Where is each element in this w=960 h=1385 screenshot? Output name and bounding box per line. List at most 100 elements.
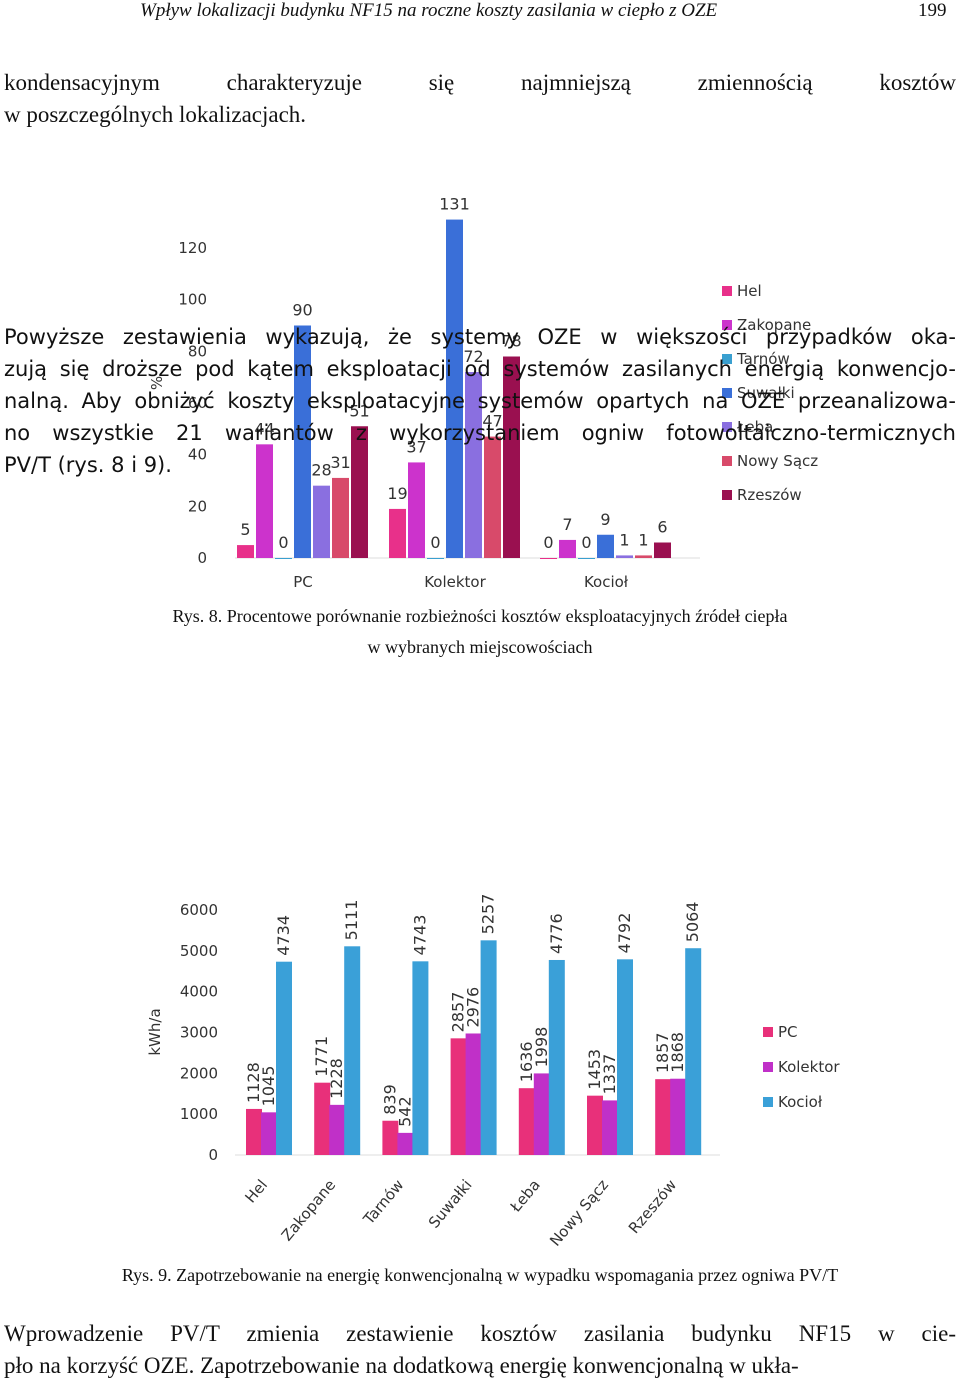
data-label: 9 <box>600 510 610 529</box>
data-label: 2976 <box>464 987 483 1028</box>
data-label: 72 <box>463 347 483 366</box>
data-label: 47 <box>482 412 502 431</box>
legend-swatch <box>722 388 732 398</box>
paragraph: zują się droższe pod kątem eksploatacji … <box>4 357 956 381</box>
legend-swatch <box>763 1062 773 1072</box>
legend-label: Hel <box>737 282 762 300</box>
y-tick-label: 6000 <box>180 901 218 919</box>
bar <box>344 946 361 1155</box>
y-tick-label: 5000 <box>180 942 218 960</box>
data-label: 1998 <box>532 1027 551 1068</box>
bar <box>465 372 482 558</box>
paragraph: Wprowadzenie PV/T zmienia zestawienie ko… <box>4 1321 956 1346</box>
bar <box>446 219 463 559</box>
x-tick-label: Tarnów <box>359 1176 407 1229</box>
y-tick-label: 3000 <box>180 1024 218 1042</box>
data-label: 1045 <box>259 1066 278 1107</box>
legend-label: Łeba <box>736 418 773 436</box>
bar <box>559 539 576 558</box>
data-label: 5064 <box>683 902 702 943</box>
data-label: 1868 <box>668 1032 687 1073</box>
y-axis-label: kWh/a <box>146 1008 164 1055</box>
bar <box>351 426 368 558</box>
x-tick-label: Kocioł <box>584 573 629 591</box>
data-label: 7 <box>562 515 572 534</box>
x-tick-label: PC <box>293 573 313 591</box>
data-label: 0 <box>581 533 591 552</box>
bar <box>655 1079 672 1155</box>
legend-label: PC <box>778 1023 798 1041</box>
bar <box>597 534 614 558</box>
data-label: 2857 <box>449 992 468 1033</box>
bar <box>450 1038 467 1155</box>
data-label: 1 <box>638 530 648 549</box>
paragraph: pło na korzyść OZE. Zapotrzebowanie na d… <box>4 1353 799 1378</box>
paragraph: kondensacyjnym charakteryzuje się najmni… <box>4 70 956 95</box>
legend-swatch <box>763 1097 773 1107</box>
data-label: 5257 <box>479 894 498 935</box>
bar <box>540 558 557 559</box>
data-label: 31 <box>330 453 350 472</box>
data-label: 542 <box>395 1096 414 1127</box>
bar <box>427 558 444 559</box>
legend-label: Nowy Sącz <box>737 452 818 470</box>
paragraph: Powyższe zestawienia wykazują, że system… <box>4 325 956 349</box>
data-label: 1 <box>619 530 629 549</box>
y-tick-label: 0 <box>208 1146 218 1164</box>
paragraph: no wszystkie 21 wariantów z wykorzystani… <box>4 421 956 445</box>
data-label: 1636 <box>517 1041 536 1082</box>
bar <box>294 325 311 558</box>
bar <box>261 1112 277 1155</box>
y-tick-label: 4000 <box>180 983 218 1001</box>
bar <box>654 542 671 558</box>
figure-caption: Rys. 8. Procentowe porównanie rozbieżnoś… <box>172 606 788 626</box>
bar <box>256 444 273 558</box>
x-tick-label: Kolektor <box>424 573 486 591</box>
bar <box>412 961 429 1155</box>
legend-swatch <box>722 490 732 500</box>
y-tick-label: 120 <box>178 239 207 257</box>
data-label: 0 <box>278 533 288 552</box>
data-label: 4792 <box>615 913 634 954</box>
y-tick-label: 0 <box>197 549 207 567</box>
data-label: 0 <box>543 533 553 552</box>
data-label: 1857 <box>653 1032 672 1073</box>
bar <box>616 555 633 558</box>
page-number: 199 <box>918 0 947 21</box>
y-tick-label: 20 <box>188 497 207 515</box>
bar <box>518 1088 535 1155</box>
bar <box>480 940 497 1155</box>
legend-swatch <box>722 320 732 330</box>
bar <box>246 1108 262 1155</box>
data-label: 44 <box>254 419 274 438</box>
legend-label: Suwałki <box>737 384 795 402</box>
legend-label: Zakopane <box>737 316 811 334</box>
bar <box>314 1082 331 1155</box>
bar <box>465 1033 482 1155</box>
data-label: 4776 <box>547 913 566 954</box>
paragraph: w poszczególnych lokalizacjach. <box>4 102 307 127</box>
data-label: 5111 <box>342 900 361 941</box>
bar <box>484 436 501 558</box>
legend-swatch <box>722 456 732 466</box>
data-label: 1228 <box>327 1058 346 1099</box>
legend-label: Kocioł <box>778 1093 823 1111</box>
bar <box>329 1104 346 1155</box>
bar <box>548 959 565 1155</box>
data-label: 28 <box>311 461 331 480</box>
bar <box>587 1095 603 1155</box>
bar <box>670 1078 687 1155</box>
bar <box>408 462 425 558</box>
paragraph: nalną. Aby obniżyć koszty eksploatacyjne… <box>4 389 956 413</box>
data-label: 1128 <box>244 1062 263 1103</box>
data-label: 37 <box>406 437 426 456</box>
y-tick-label: 40 <box>188 446 207 464</box>
x-tick-label: Nowy Sącz <box>546 1176 612 1250</box>
data-label: 19 <box>387 484 407 503</box>
y-tick-label: 2000 <box>180 1064 218 1082</box>
bar <box>276 961 292 1155</box>
y-tick-label: 1000 <box>180 1105 218 1123</box>
bar <box>617 959 633 1155</box>
legend-label: Tarnów <box>736 350 790 368</box>
